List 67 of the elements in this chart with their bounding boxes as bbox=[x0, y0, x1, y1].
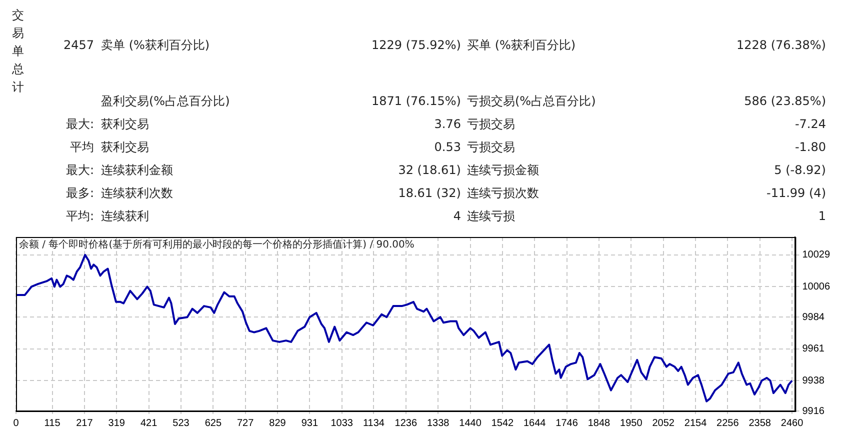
x-tick-label: 931 bbox=[301, 418, 318, 429]
x-tick-label: 1644 bbox=[523, 418, 546, 429]
text: 连续获利次数 bbox=[101, 185, 173, 201]
x-tick-label: 217 bbox=[76, 418, 94, 429]
text: 获利交易 bbox=[101, 116, 149, 132]
text: 5 (-8.92) bbox=[774, 162, 826, 178]
x-tick-label: 0 bbox=[13, 418, 20, 429]
text: -1.80 bbox=[794, 139, 826, 155]
x-tick-label: 2052 bbox=[652, 418, 675, 429]
text: 1871 (76.15%) bbox=[372, 93, 461, 109]
text: 连续获利 bbox=[101, 208, 149, 224]
text: 连续亏损次数 bbox=[467, 185, 539, 201]
x-tick-label: 1236 bbox=[394, 418, 418, 429]
x-tick-label: 1746 bbox=[556, 418, 578, 429]
y-tick-label: 9961 bbox=[802, 344, 825, 355]
x-tick-label: 1950 bbox=[620, 418, 643, 429]
x-tick-label: 421 bbox=[140, 418, 158, 429]
text: 亏损交易(%占总百分比) bbox=[467, 93, 596, 109]
text: 平均: bbox=[66, 208, 94, 224]
text: 平均 bbox=[70, 139, 94, 155]
y-tick-label: 10006 bbox=[802, 281, 830, 292]
x-tick-label: 523 bbox=[172, 418, 190, 429]
x-tick-label: 829 bbox=[269, 418, 286, 429]
text: 586 (23.85%) bbox=[744, 93, 826, 109]
text: -11.99 (4) bbox=[766, 185, 826, 201]
text: 0.53 bbox=[434, 139, 461, 155]
text: 连续获利金额 bbox=[101, 162, 173, 178]
x-tick-label: 1134 bbox=[362, 418, 385, 429]
text: 亏损交易 bbox=[467, 116, 515, 132]
text: 18.61 (32) bbox=[398, 185, 461, 201]
text: 最大: bbox=[66, 116, 94, 132]
text: 3.76 bbox=[434, 116, 461, 132]
y-tick-label: 9938 bbox=[802, 375, 825, 386]
x-tick-label: 319 bbox=[108, 418, 126, 429]
x-tick-label: 1338 bbox=[426, 418, 450, 429]
x-tick-label: 1848 bbox=[588, 418, 611, 429]
text: 1228 (76.38%) bbox=[736, 37, 826, 53]
y-tick-label: 10029 bbox=[802, 250, 830, 261]
text: 1229 (75.92%) bbox=[372, 37, 461, 53]
text: 4 bbox=[453, 208, 461, 224]
x-tick-label: 727 bbox=[236, 418, 254, 429]
x-tick-label: 2256 bbox=[716, 418, 740, 429]
x-tick-label: 2358 bbox=[748, 418, 772, 429]
x-tick-label: 1033 bbox=[330, 418, 354, 429]
text: 亏损交易 bbox=[467, 139, 515, 155]
text: 1 bbox=[818, 208, 826, 224]
chart-title: 余额 / 每个即时价格(基于所有可利用的最小时段的每一个价格的分形插值计算) / 90.00% bbox=[19, 238, 414, 251]
text: 最大: bbox=[66, 162, 94, 178]
text: 2457 bbox=[63, 37, 94, 53]
text: 交易单总计 bbox=[12, 7, 25, 96]
x-tick-label: 115 bbox=[44, 418, 61, 429]
x-tick-label: 2154 bbox=[684, 418, 708, 429]
x-tick-label: 1542 bbox=[491, 418, 514, 429]
x-tick-label: 2460 bbox=[780, 418, 804, 429]
y-tick-label: 9916 bbox=[802, 406, 825, 417]
text: 32 (18.61) bbox=[398, 162, 461, 178]
text: 盈利交易(%占总百分比) bbox=[101, 93, 230, 109]
y-tick-label: 9984 bbox=[802, 312, 825, 323]
text: 连续亏损金额 bbox=[467, 162, 539, 178]
text: 连续亏损 bbox=[467, 208, 515, 224]
x-tick-label: 625 bbox=[204, 418, 222, 429]
text: 买单 (%获利百分比) bbox=[467, 37, 576, 53]
text: -7.24 bbox=[794, 116, 826, 132]
text: 卖单 (%获利百分比) bbox=[101, 37, 210, 53]
text: 获利交易 bbox=[101, 139, 149, 155]
text: 最多: bbox=[66, 185, 94, 201]
x-tick-label: 1440 bbox=[459, 418, 482, 429]
